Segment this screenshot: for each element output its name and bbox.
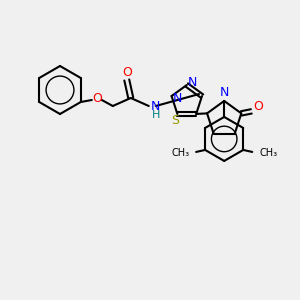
Text: O: O [254,100,263,113]
Text: N: N [220,86,229,99]
Text: N: N [188,76,197,89]
Text: S: S [171,114,179,128]
Text: H: H [152,110,160,120]
Text: N: N [173,92,182,105]
Text: CH₃: CH₃ [259,148,278,158]
Text: O: O [122,65,132,79]
Text: O: O [92,92,102,104]
Text: N: N [151,100,160,112]
Text: CH₃: CH₃ [171,148,189,158]
